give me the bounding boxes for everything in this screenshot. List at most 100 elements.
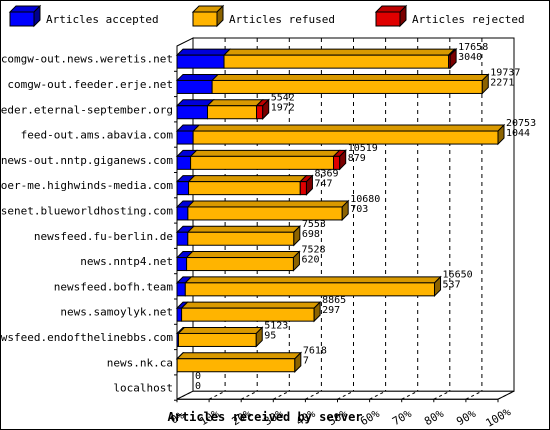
legend-swatch-articles-refused: [192, 11, 218, 27]
category-label-feed-out-ams-abavia-com: feed-out.ams.abavia.com: [21, 129, 174, 142]
value-label-total-usenet-blueworldhosting-com: 10680: [350, 194, 380, 205]
value-label-accepted-comgw-out-feeder-erje-net: 2271: [490, 77, 514, 88]
floor-line-10: [208, 390, 226, 400]
value-label-total-newsfeed-endofthelinebbs-com: 5123: [264, 320, 288, 331]
value-label-total-news-samoylyk-net: 8865: [322, 295, 346, 306]
bar-end-comgw-out-feeder-erje-net: [481, 73, 489, 95]
bar-end-voer-me-highwinds-media-com: [305, 174, 313, 196]
value-label-total-news-nk-ca: 7618: [303, 346, 327, 357]
bar-segment-feeder-eternal-september-org-articles-accepted: [176, 105, 209, 120]
bar-segment-news-out-nntp-giganews-com-articles-refused: [190, 155, 335, 170]
floor-line-50: [337, 390, 354, 400]
bar-top-voer-me-highwinds-media-com-1: [187, 175, 308, 183]
bar-segment-newsfeed-endofthelinebbs-com-articles-refused: [177, 332, 257, 347]
legend-swatch-articles-accepted: [9, 11, 35, 27]
floor-line-60: [369, 390, 386, 400]
bar-segment-comgw-out-news-weretis-net-articles-refused: [223, 54, 450, 69]
bar-segment-news-nk-ca-articles-refused: [176, 358, 296, 373]
bar-end-feed-out-ams-abavia-com: [497, 123, 505, 146]
value-label-total-voer-me-highwinds-media-com: 8369: [314, 169, 338, 180]
bar-segment-newsfeed-fu-berlin-de-articles-refused: [187, 231, 295, 246]
bar-segment-news-nntp4-net-articles-accepted: [176, 257, 188, 272]
x-tick-label-0: 0%: [168, 409, 186, 427]
category-label-newsfeed-fu-berlin-de: newsfeed.fu-berlin.de: [34, 230, 173, 243]
bar-segment-comgw-out-news-weretis-net-articles-accepted: [176, 54, 225, 69]
floor-line-20: [240, 390, 258, 400]
value-label-total-newsfeed-fu-berlin-de: 7553: [302, 219, 326, 230]
floor-line-90: [465, 390, 483, 400]
bar-end-newsfeed-bofh-team: [434, 275, 442, 298]
value-label-accepted-feeder-eternal-september-org: 1972: [271, 103, 295, 114]
category-label-comgw-out-news-weretis-net: comgw-out.news.weretis.net: [1, 53, 173, 66]
category-label-voer-me-highwinds-media-com: voer-me.highwinds-media.com: [0, 179, 173, 192]
floor-line-30: [273, 390, 290, 400]
bar-top-newsfeed-endofthelinebbs-com-1: [177, 326, 264, 334]
legend-swatch-side-articles-accepted: [33, 4, 41, 28]
value-label-accepted-news-nk-ca: 7: [303, 356, 309, 367]
bar-segment-news-samoylyk-net-articles-refused: [181, 307, 315, 322]
bar-top-comgw-out-feeder-erje-net-0: [175, 73, 220, 81]
bar-end-feeder-eternal-september-org: [262, 98, 270, 120]
bar-segment-newsfeed-bofh-team-articles-accepted: [176, 282, 186, 297]
value-label-total-comgw-out-feeder-erje-net: 19737: [490, 67, 520, 78]
bar-segment-feed-out-ams-abavia-com-articles-refused: [192, 130, 499, 145]
legend-swatch-side-articles-rejected: [399, 4, 407, 28]
bar-segment-news-out-nntp-giganews-com-articles-rejected: [333, 155, 341, 170]
category-label-news-out-nntp-giganews-com: news-out.nntp.giganews.com: [1, 154, 174, 167]
bar-end-news-nk-ca: [294, 351, 302, 373]
value-label-total-newsfeed-bofh-team: 16650: [443, 270, 473, 281]
bar-end-news-out-nntp-giganews-com: [339, 149, 347, 171]
category-label-feeder-eternal-september-org: feeder.eternal-september.org: [0, 103, 173, 116]
bar-end-newsfeed-fu-berlin-de: [293, 225, 301, 247]
bar-segment-voer-me-highwinds-media-com-articles-refused: [188, 181, 301, 196]
bar-top-comgw-out-feeder-erje-net-1: [210, 73, 490, 81]
legend-label-articles-rejected: Articles rejected: [412, 13, 525, 26]
bar-end-newsfeed-endofthelinebbs-com: [255, 326, 263, 348]
bar-top-newsfeed-bofh-team-1: [184, 276, 442, 284]
bar-end-usenet-blueworldhosting-com: [341, 199, 349, 222]
floor-line-80: [433, 390, 451, 400]
x-tick-label-100: 100%: [484, 405, 514, 430]
x-tick-label-90: 90%: [454, 407, 478, 428]
category-label-comgw-out-feeder-erje-net: comgw-out.feeder.erje.net: [7, 78, 173, 91]
value-label-total-feeder-eternal-september-org: 5542: [271, 93, 295, 104]
floor-line-40: [305, 390, 322, 400]
value-label-accepted-comgw-out-news-weretis-net: 3040: [458, 52, 482, 63]
x-axis-title: Articles received by server: [167, 410, 362, 424]
x-tick-label-70: 70%: [390, 407, 414, 428]
value-label-accepted-newsfeed-endofthelinebbs-com: 95: [264, 330, 276, 341]
legend-swatch-side-articles-refused: [216, 4, 224, 28]
bar-top-news-nntp4-net-1: [185, 251, 301, 259]
bar-end-comgw-out-news-weretis-net: [449, 47, 457, 70]
bar-segment-voer-me-highwinds-media-com-articles-accepted: [176, 181, 190, 196]
bar-segment-feeder-eternal-september-org-articles-rejected: [256, 105, 264, 120]
value-label-total-feed-out-ams-abavia-com: 20753: [506, 118, 536, 129]
bar-segment-comgw-out-feeder-erje-net-articles-accepted: [176, 79, 213, 94]
bar-segment-usenet-blueworldhosting-com-articles-refused: [187, 206, 343, 221]
value-label-accepted-voer-me-highwinds-media-com: 747: [314, 179, 332, 190]
value-label-accepted-news-samoylyk-net: 297: [322, 305, 340, 316]
bar-segment-newsfeed-fu-berlin-de-articles-accepted: [176, 231, 189, 246]
legend-label-articles-refused: Articles refused: [229, 13, 335, 26]
bar-segment-comgw-out-feeder-erje-net-articles-refused: [211, 79, 483, 94]
category-label-newsfeed-endofthelinebbs-com: newsfeed.endofthelinebbs.com: [0, 331, 173, 344]
value-label-total-news-nntp4-net: 7528: [301, 244, 325, 255]
bar-segment-news-nntp4-net-articles-refused: [186, 257, 294, 272]
bar-segment-feeder-eternal-september-org-articles-refused: [207, 105, 258, 120]
bar-segment-voer-me-highwinds-media-com-articles-rejected: [299, 181, 307, 196]
value-label-accepted-news-out-nntp-giganews-com: 879: [348, 153, 366, 164]
bar-top-usenet-blueworldhosting-com-1: [186, 200, 350, 208]
bar-top-comgw-out-news-weretis-net-0: [175, 48, 232, 56]
legend-swatch-articles-rejected: [375, 11, 401, 27]
category-label-localhost: localhost: [113, 382, 173, 395]
value-label-accepted-feed-out-ams-abavia-com: 1044: [506, 128, 530, 139]
legend-label-articles-accepted: Articles accepted: [46, 13, 159, 26]
floor-line-70: [401, 390, 418, 400]
category-label-news-samoylyk-net: news.samoylyk.net: [60, 306, 173, 319]
value-label-accepted-newsfeed-bofh-team: 537: [443, 280, 461, 291]
bar-top-news-nk-ca-1: [175, 352, 303, 360]
value-label-accepted-localhost: 0: [195, 381, 201, 392]
category-label-news-nk-ca: news.nk.ca: [107, 356, 173, 369]
value-label-accepted-news-nntp4-net: 620: [301, 254, 319, 265]
